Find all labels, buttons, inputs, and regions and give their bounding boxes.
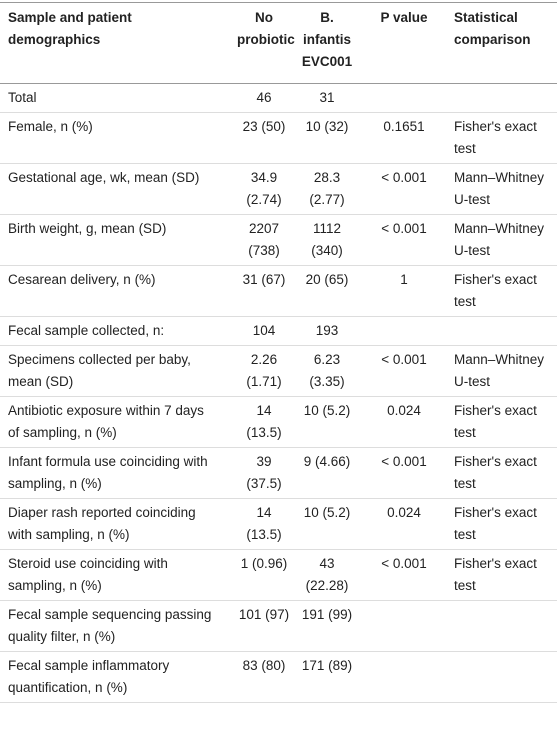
table-cell: Antibiotic exposure within 7 days of sam… xyxy=(0,396,234,448)
empty-cell xyxy=(448,600,557,652)
empty-cell xyxy=(448,83,557,113)
table-cell: Gestational age, wk, mean (SD) xyxy=(0,163,234,215)
table-cell: < 0.001 xyxy=(360,163,448,215)
table-cell: 9 (4.66) xyxy=(294,447,360,499)
table-cell: Mann–Whitney U-test xyxy=(448,163,557,215)
table-cell: Steroid use coinciding with sampling, n … xyxy=(0,549,234,601)
table-cell: < 0.001 xyxy=(360,214,448,266)
table-cell: < 0.001 xyxy=(360,345,448,397)
table-cell: 101 (97) xyxy=(234,600,294,652)
table-cell: 31 (67) xyxy=(234,265,294,317)
table-row: Steroid use coinciding with sampling, n … xyxy=(0,549,557,601)
table-cell: Fisher's exact test xyxy=(448,396,557,448)
table-cell: < 0.001 xyxy=(360,447,448,499)
table-cell: 171 (89) xyxy=(294,651,360,703)
table-cell: Fecal sample collected, n: xyxy=(0,316,234,346)
empty-cell xyxy=(448,651,557,703)
header-cell: Sample and patient demographics xyxy=(0,2,234,84)
header-cell: P value xyxy=(360,2,448,84)
table-cell: 0.1651 xyxy=(360,112,448,164)
empty-cell xyxy=(448,316,557,346)
table-row: Infant formula use coinciding with sampl… xyxy=(0,447,557,499)
table-cell: 193 xyxy=(294,316,360,346)
table-cell: 23 (50) xyxy=(234,112,294,164)
table-cell: 39 (37.5) xyxy=(234,447,294,499)
table-cell: Specimens collected per baby, mean (SD) xyxy=(0,345,234,397)
header-cell: Statistical comparison xyxy=(448,2,557,84)
table-cell: 1 xyxy=(360,265,448,317)
table-cell: Cesarean delivery, n (%) xyxy=(0,265,234,317)
table-cell: 10 (32) xyxy=(294,112,360,164)
table-cell: Mann–Whitney U-test xyxy=(448,214,557,266)
table-cell: Fisher's exact test xyxy=(448,498,557,550)
table-cell: Diaper rash reported coinciding with sam… xyxy=(0,498,234,550)
table-cell: 191 (99) xyxy=(294,600,360,652)
table-cell: 1112 (340) xyxy=(294,214,360,266)
table-cell: Fisher's exact test xyxy=(448,447,557,499)
table-cell: 31 xyxy=(294,83,360,113)
table-cell: 20 (65) xyxy=(294,265,360,317)
empty-cell xyxy=(360,600,448,652)
table-row: Antibiotic exposure within 7 days of sam… xyxy=(0,396,557,448)
table-cell: Total xyxy=(0,83,234,113)
table-cell: Fisher's exact test xyxy=(448,112,557,164)
table-cell: Fisher's exact test xyxy=(448,549,557,601)
table-row: Birth weight, g, mean (SD) 2207 (738) 1112… xyxy=(0,214,557,266)
table-cell: 43 (22.28) xyxy=(294,549,360,601)
table-cell: 10 (5.2) xyxy=(294,396,360,448)
table-cell: 0.024 xyxy=(360,396,448,448)
empty-cell xyxy=(360,83,448,113)
table-header: Sample and patient demographics No probio… xyxy=(0,2,557,84)
empty-cell xyxy=(360,651,448,703)
empty-cell xyxy=(360,316,448,346)
table-cell: Birth weight, g, mean (SD) xyxy=(0,214,234,266)
header-cell: No probiotic xyxy=(234,2,295,84)
table-cell: Female, n (%) xyxy=(0,112,234,164)
header-cell: B. infantis EVC001 xyxy=(294,2,360,84)
table-cell: Mann–Whitney U-test xyxy=(448,345,557,397)
table-cell: 2207 (738) xyxy=(234,214,294,266)
table-cell: 46 xyxy=(234,83,294,113)
table-row: Specimens collected per baby, mean (SD) 2… xyxy=(0,345,557,397)
table-row: Cesarean delivery, n (%) 31 (67) 20 (65) 1 F… xyxy=(0,265,557,317)
table-cell: Infant formula use coinciding with sampl… xyxy=(0,447,234,499)
table-cell: 10 (5.2) xyxy=(294,498,360,550)
table-cell: Fisher's exact test xyxy=(448,265,557,317)
table-cell: 2.26 (1.71) xyxy=(234,345,294,397)
table-row: Fecal sample sequencing passing quality … xyxy=(0,600,557,652)
table-cell: 28.3 (2.77) xyxy=(294,163,360,215)
table-row: Total 46 31 xyxy=(0,83,557,113)
table-cell: 0.024 xyxy=(360,498,448,550)
table-row: Fecal sample collected, n: 104 193 xyxy=(0,316,557,346)
table-body: Total 46 31 Female, n (%) 23 (50) 10 (32) 0.16… xyxy=(0,83,557,703)
table-row: Diaper rash reported coinciding with sam… xyxy=(0,498,557,550)
table-cell: 83 (80) xyxy=(234,651,294,703)
table-cell: Fecal sample sequencing passing quality … xyxy=(0,600,234,652)
table-cell: 1 (0.96) xyxy=(234,549,294,601)
header-row: Sample and patient demographics No probio… xyxy=(0,2,557,84)
table-cell: 104 xyxy=(234,316,294,346)
table-cell: 14 (13.5) xyxy=(234,396,294,448)
table-cell: 14 (13.5) xyxy=(234,498,294,550)
table-row: Fecal sample inflammatory quantification… xyxy=(0,651,557,703)
table-row: Female, n (%) 23 (50) 10 (32) 0.1651 Fisher'… xyxy=(0,112,557,164)
table-cell: Fecal sample inflammatory quantification… xyxy=(0,651,234,703)
table-cell: 34.9 (2.74) xyxy=(234,163,294,215)
table-cell: < 0.001 xyxy=(360,549,448,601)
demographics-table: Sample and patient demographics No probio… xyxy=(0,2,557,703)
table-row: Gestational age, wk, mean (SD) 34.9 (2.74… xyxy=(0,163,557,215)
table-cell: 6.23 (3.35) xyxy=(294,345,360,397)
